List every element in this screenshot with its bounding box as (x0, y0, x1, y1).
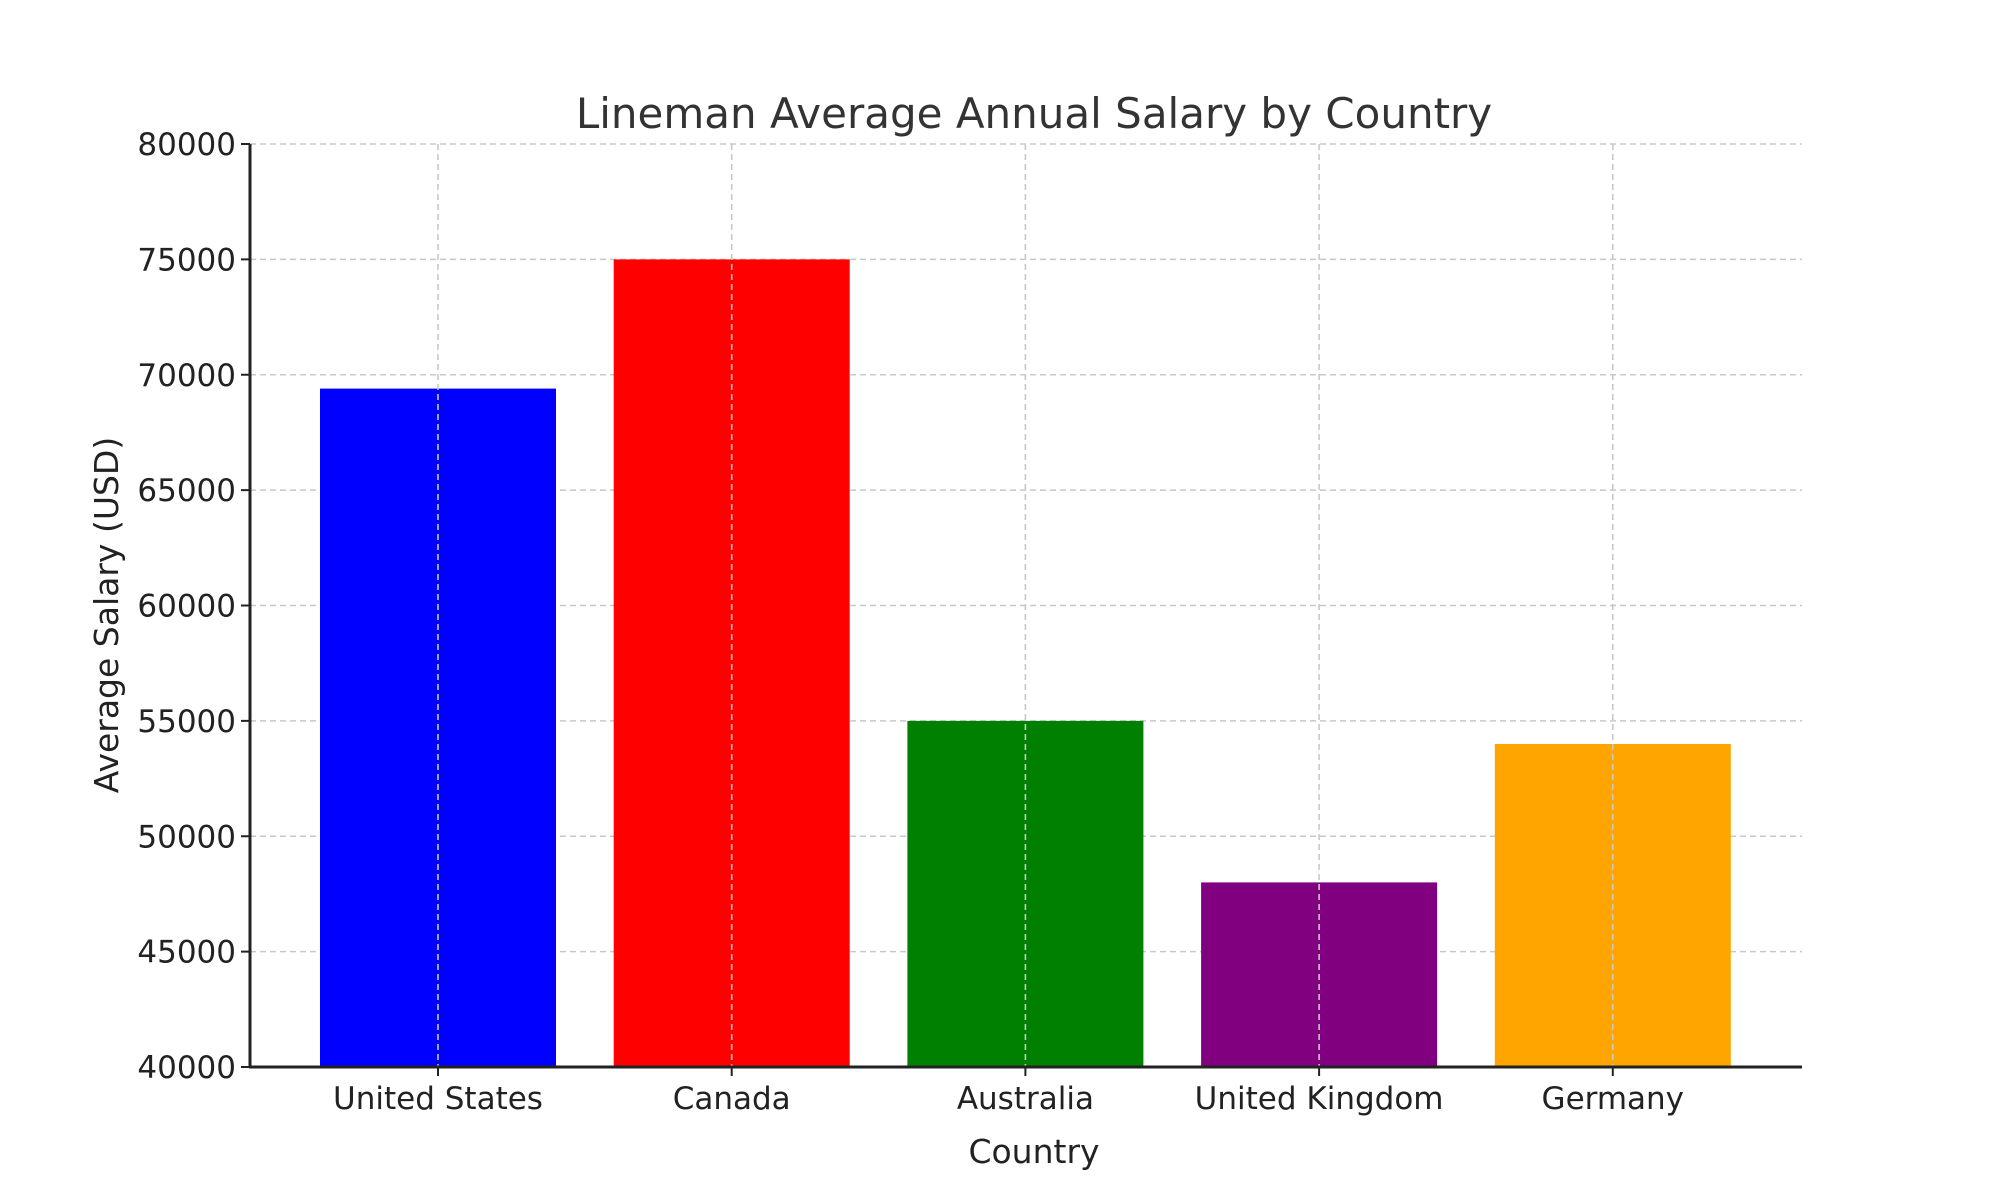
chart-title: Lineman Average Annual Salary by Country (576, 89, 1492, 138)
y-tick-label: 50000 (137, 819, 236, 855)
x-tick-label: United Kingdom (1195, 1081, 1444, 1117)
y-tick-label: 40000 (137, 1050, 236, 1086)
x-tick-label: Canada (673, 1081, 791, 1117)
x-tick-label: Germany (1542, 1081, 1684, 1117)
x-axis-ticks: United States Canada Australia United Kingd… (333, 1067, 1684, 1117)
x-tick-label: Australia (957, 1081, 1094, 1117)
vertical-gridlines (437, 144, 1614, 1067)
y-tick-label: 65000 (137, 473, 236, 509)
y-tick-label: 60000 (137, 589, 236, 625)
y-tick-label: 80000 (137, 127, 236, 163)
y-tick-label: 70000 (137, 358, 236, 394)
bar-canada (613, 259, 850, 1067)
y-axis-ticks: 40000 45000 50000 55000 60000 65000 70000 75000… (137, 127, 250, 1086)
y-axis-label: Average Salary (USD) (87, 437, 126, 793)
x-axis-label: Country (968, 1132, 1099, 1171)
y-tick-label: 45000 (137, 935, 236, 971)
x-tick-label: United States (333, 1081, 543, 1117)
y-tick-label: 55000 (137, 704, 236, 740)
y-tick-label: 75000 (137, 242, 236, 278)
